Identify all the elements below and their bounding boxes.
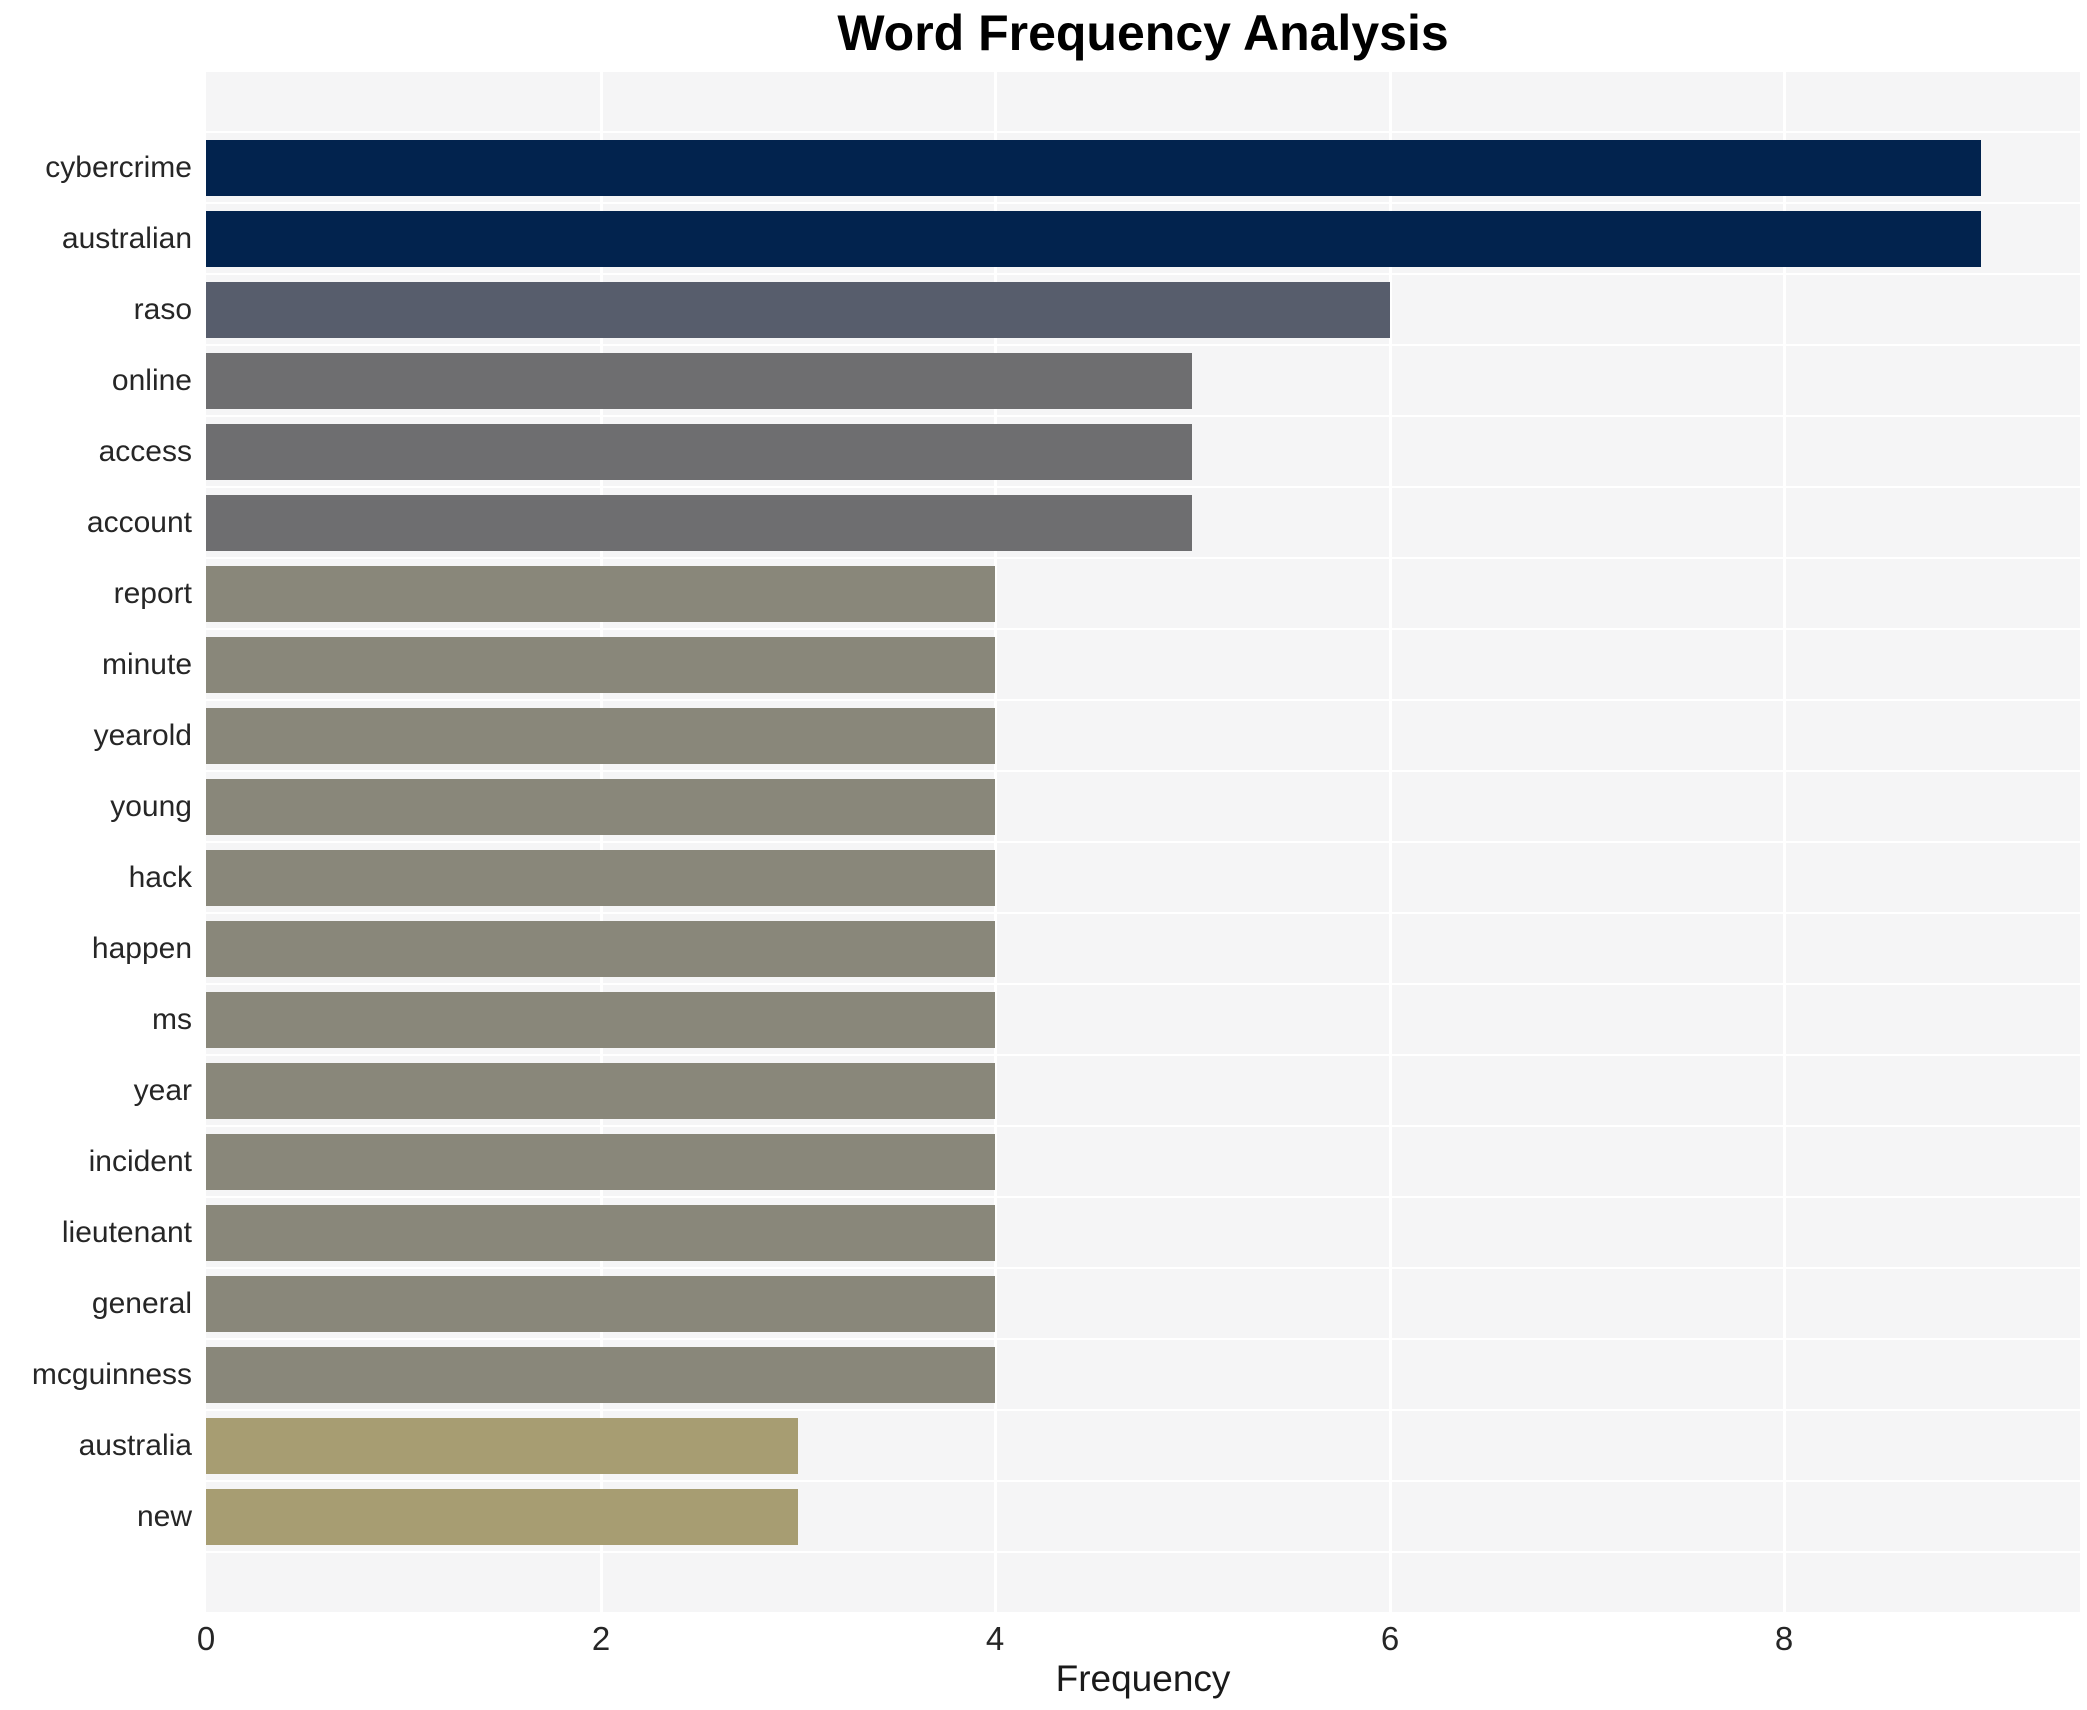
category-label: mcguinness xyxy=(31,1358,192,1391)
x-tick-label: 6 xyxy=(1380,1620,1400,1657)
horizontal-gridline xyxy=(206,273,2080,275)
horizontal-gridline xyxy=(206,1054,2080,1056)
horizontal-gridline xyxy=(206,912,2080,914)
category-label: report xyxy=(113,577,192,610)
category-label: minute xyxy=(101,648,192,681)
category-label: cybercrime xyxy=(45,151,192,184)
horizontal-gridline xyxy=(206,1338,2080,1340)
vertical-gridline xyxy=(600,72,603,1612)
category-label: online xyxy=(111,364,192,397)
horizontal-gridline xyxy=(206,1551,2080,1553)
category-label: australian xyxy=(61,222,192,255)
horizontal-gridline xyxy=(206,131,2080,133)
bar xyxy=(206,423,1192,480)
category-label: access xyxy=(98,435,192,468)
category-label: account xyxy=(86,506,192,539)
bar xyxy=(206,281,1390,338)
bar xyxy=(206,707,995,764)
category-label: lieutenant xyxy=(61,1216,192,1249)
vertical-gridline xyxy=(994,72,997,1612)
horizontal-gridline xyxy=(206,202,2080,204)
category-label: happen xyxy=(91,932,192,965)
vertical-gridline xyxy=(1783,72,1786,1612)
horizontal-gridline xyxy=(206,983,2080,985)
bar xyxy=(206,1488,798,1545)
bar xyxy=(206,1204,995,1261)
bar xyxy=(206,920,995,977)
category-label: young xyxy=(110,790,192,823)
bar xyxy=(206,1133,995,1190)
x-tick-label: 8 xyxy=(1774,1620,1794,1657)
bar xyxy=(206,1062,995,1119)
category-label: australia xyxy=(78,1429,192,1462)
x-axis-title: Frequency xyxy=(1055,1658,1231,1699)
horizontal-gridline xyxy=(206,1409,2080,1411)
bar xyxy=(206,210,1981,267)
bar xyxy=(206,849,995,906)
horizontal-gridline xyxy=(206,628,2080,630)
horizontal-gridline xyxy=(206,415,2080,417)
category-label: incident xyxy=(88,1145,192,1178)
bar xyxy=(206,139,1981,196)
x-tick-label: 4 xyxy=(985,1620,1005,1657)
x-tick-label: 0 xyxy=(196,1620,216,1657)
horizontal-gridline xyxy=(206,770,2080,772)
horizontal-gridline xyxy=(206,841,2080,843)
bar xyxy=(206,778,995,835)
category-label: new xyxy=(136,1500,192,1533)
bar xyxy=(206,636,995,693)
horizontal-gridline xyxy=(206,1480,2080,1482)
bar xyxy=(206,991,995,1048)
category-label: year xyxy=(133,1074,192,1107)
horizontal-gridline xyxy=(206,1196,2080,1198)
category-label: general xyxy=(91,1287,192,1320)
category-label: hack xyxy=(128,861,192,894)
category-label: yearold xyxy=(93,719,192,752)
bar xyxy=(206,1346,995,1403)
horizontal-gridline xyxy=(206,699,2080,701)
bar xyxy=(206,1275,995,1332)
bar xyxy=(206,565,995,622)
bar xyxy=(206,494,1192,551)
horizontal-gridline xyxy=(206,557,2080,559)
horizontal-gridline xyxy=(206,1125,2080,1127)
bar xyxy=(206,1417,798,1474)
bar xyxy=(206,352,1192,409)
horizontal-gridline xyxy=(206,486,2080,488)
category-label: raso xyxy=(133,293,192,326)
horizontal-gridline xyxy=(206,1267,2080,1269)
horizontal-gridline xyxy=(206,344,2080,346)
category-label: ms xyxy=(152,1003,192,1036)
x-tick-label: 2 xyxy=(591,1620,611,1657)
chart-title: Word Frequency Analysis xyxy=(837,5,1449,61)
vertical-gridline xyxy=(1389,72,1392,1612)
